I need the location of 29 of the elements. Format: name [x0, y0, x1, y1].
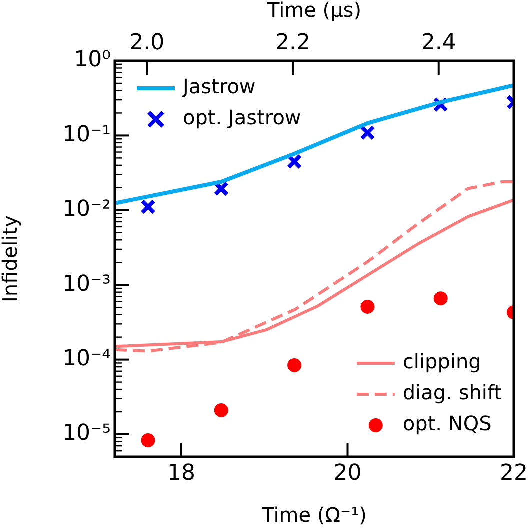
y-tick-label: 10⁻² — [62, 197, 111, 222]
x-tick-label: 20 — [334, 460, 362, 486]
point — [288, 358, 302, 372]
point — [360, 300, 375, 314]
legend-label: opt. NQS — [402, 412, 492, 436]
point — [434, 292, 448, 306]
x2-tick-label: 2.2 — [275, 30, 310, 56]
x-axis-title: Time (Ω⁻¹) — [261, 503, 367, 528]
x2-axis-title: Time (μs) — [266, 0, 362, 22]
x2-tick-label: 2.4 — [421, 30, 456, 56]
y-tick-label: 10⁻³ — [62, 272, 111, 297]
legend-label: opt. Jastrow — [183, 106, 302, 130]
legend-label: Jastrow — [181, 74, 256, 99]
y-axis-title: Infidelity — [0, 215, 22, 302]
legend-label: clipping — [402, 350, 482, 374]
point — [214, 181, 230, 197]
point — [360, 125, 376, 141]
point — [141, 434, 156, 448]
y-tick-label: 10⁻⁴ — [62, 346, 112, 372]
point — [286, 154, 302, 170]
y-tick-label: 10⁻¹ — [62, 122, 111, 148]
legend-label: diag. shift — [402, 380, 502, 405]
point — [214, 403, 228, 418]
x-tick-label: 22 — [500, 460, 528, 486]
x2-tick-label: 2.0 — [130, 30, 165, 56]
y-tick-label: 10⁰ — [74, 48, 112, 73]
point — [140, 199, 156, 215]
y-tick-label: 10⁻⁵ — [62, 421, 111, 446]
x-tick-label: 18 — [168, 460, 196, 486]
